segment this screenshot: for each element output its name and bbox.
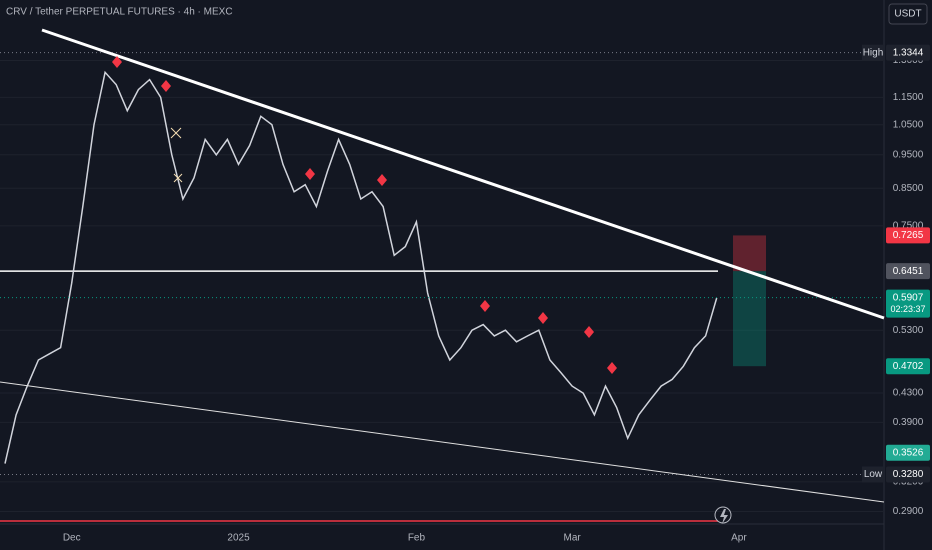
signal-diamond: [584, 326, 594, 338]
signal-diamond: [161, 80, 171, 92]
y-tick-label: 1.0500: [893, 119, 924, 130]
plot-layer: 1.30001.15001.05000.95000.85000.75000.53…: [0, 44, 930, 544]
signal-markers: [112, 56, 617, 374]
x-tick-label: Dec: [63, 533, 81, 544]
y-tick-label: 1.1500: [893, 92, 924, 103]
price-badge-label: 0.3280: [893, 469, 924, 480]
price-badge: [886, 358, 930, 375]
signal-diamond: [607, 362, 617, 374]
signal-cross: [173, 173, 183, 183]
tag-label: High: [863, 47, 884, 58]
target-zone: [733, 271, 766, 367]
signal-diamond: [305, 168, 315, 180]
signal-diamond: [112, 56, 122, 68]
trendline-lower: [0, 381, 885, 503]
y-tick-label: 0.2900: [893, 506, 924, 517]
price-badge: [886, 444, 930, 461]
tag-box: [862, 466, 884, 483]
x-tick-label: Apr: [731, 533, 747, 544]
price-badge-label: 0.7265: [893, 230, 924, 241]
currency-button[interactable]: [888, 3, 928, 25]
price-badge-label: 0.5907: [893, 292, 924, 303]
price-badge: [886, 227, 930, 244]
chart-title: CRV / Tether PERPETUAL FUTURES · 4h · ME…: [6, 7, 233, 18]
signal-cross: [170, 127, 182, 139]
tag-label: Low: [864, 469, 883, 480]
price-badge-label: 0.6451: [893, 266, 924, 277]
price-badge: [886, 263, 930, 280]
price-badge: [886, 44, 930, 61]
tag-box: [862, 44, 884, 61]
price-badge: [886, 466, 930, 483]
price-badge-label: 1.3344: [893, 47, 924, 58]
trendline-upper: [41, 28, 885, 320]
price-line: [4, 70, 718, 464]
price-badge-label: 0.4702: [893, 361, 924, 372]
stop-zone: [733, 235, 766, 272]
currency-label: USDT: [894, 9, 921, 20]
price-badge: [886, 289, 930, 318]
countdown-label: 02:23:37: [890, 304, 925, 314]
signal-diamond: [480, 300, 490, 312]
y-tick-label: 0.8500: [893, 183, 924, 194]
signal-diamond: [377, 174, 387, 186]
price-badge-label: 0.3526: [893, 447, 924, 458]
y-tick-label: 0.5300: [893, 325, 924, 336]
y-tick-label: 0.3900: [893, 417, 924, 428]
signal-diamond: [538, 312, 548, 324]
x-tick-label: Mar: [564, 533, 582, 544]
y-tick-label: 0.4300: [893, 388, 924, 399]
y-tick-label: 0.9500: [893, 149, 924, 160]
y-tick-label: 0.7500: [893, 220, 924, 231]
lightning-icon[interactable]: [720, 509, 728, 524]
x-tick-label: Feb: [408, 533, 426, 544]
x-tick-label: 2025: [227, 533, 250, 544]
lightning-ring: [714, 506, 732, 524]
